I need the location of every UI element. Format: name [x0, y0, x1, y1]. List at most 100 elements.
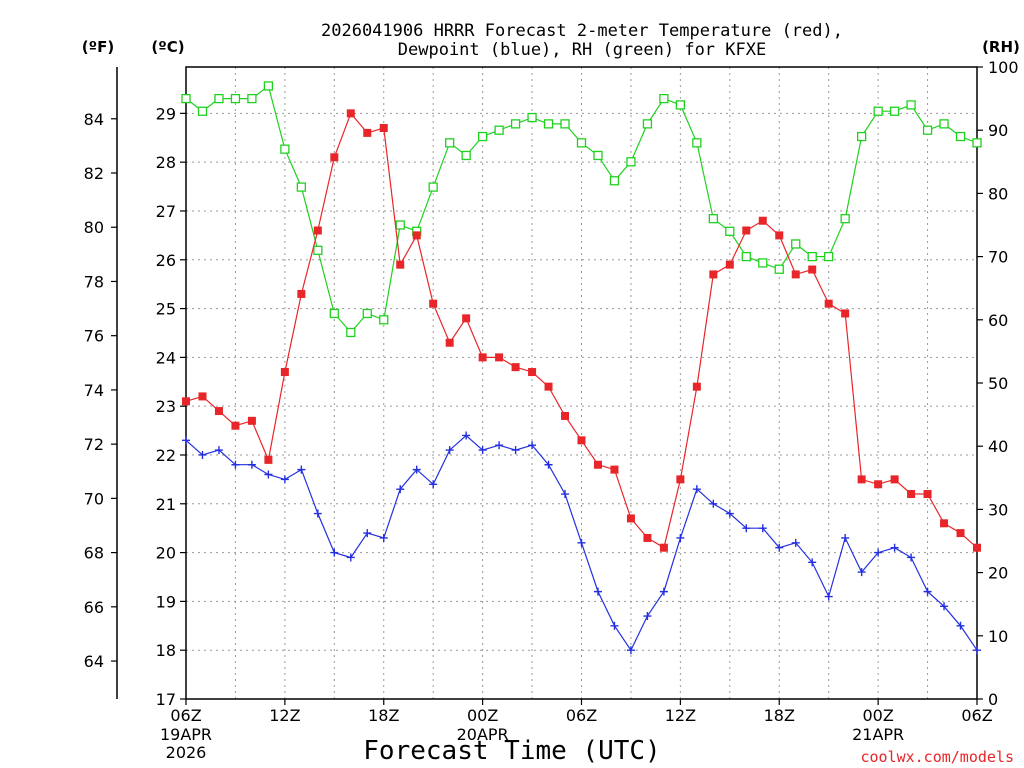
dewpoint-point — [791, 538, 800, 547]
rh-tick-label: 20 — [988, 564, 1008, 583]
temperature-point — [445, 338, 454, 347]
dewpoint-point — [313, 509, 322, 518]
rh-tick-label: 90 — [988, 121, 1008, 140]
temperature-point — [709, 270, 718, 279]
rh-point — [543, 119, 554, 129]
rh-point — [939, 119, 949, 129]
celsius-tick-label: 27 — [156, 202, 176, 221]
dewpoint-point — [923, 587, 932, 596]
rh-point — [576, 138, 587, 148]
dewpoint-point — [264, 470, 273, 479]
fahrenheit-tick-label: 74 — [84, 381, 104, 400]
time-tick-label: 18Z — [764, 706, 795, 725]
rh-point — [774, 264, 784, 274]
temperature-point — [923, 490, 932, 499]
dewpoint-point — [593, 587, 602, 596]
dewpoint-point — [907, 553, 916, 562]
rh-point — [741, 251, 751, 262]
temperature-point — [808, 265, 817, 274]
rh-tick-label: 10 — [988, 627, 1008, 646]
temperature-point — [231, 421, 240, 430]
rh-point — [197, 106, 208, 116]
rh-point — [593, 150, 603, 161]
dewpoint-point — [610, 621, 619, 630]
rh-point — [807, 251, 817, 262]
dewpoint-point — [445, 446, 454, 455]
celsius-tick-label: 21 — [156, 495, 176, 514]
temperature-point — [626, 514, 635, 523]
rh-point — [659, 93, 669, 104]
celsius-tick-label: 17 — [156, 690, 176, 709]
rh-tick-labels: 0 10 20 30 40 50 60 70 80 90 100 — [977, 58, 1019, 709]
dewpoint-point — [841, 533, 850, 542]
fahrenheit-tick-label: 84 — [84, 110, 104, 129]
date-label: 2026 — [166, 743, 207, 762]
temperature-point — [511, 363, 520, 372]
temperature-point — [412, 231, 421, 240]
dewpoint-point — [346, 553, 355, 562]
dewpoint-point — [940, 602, 949, 611]
temperature-series — [182, 109, 981, 552]
time-tick-label: 12Z — [665, 706, 696, 725]
date-label: 20APR — [457, 725, 509, 744]
x-axis-label: Forecast Time (UTC) — [363, 736, 660, 766]
rh-point — [313, 245, 323, 255]
dewpoint-point — [857, 568, 866, 577]
rh-point — [922, 125, 933, 135]
dewpoint-point — [890, 543, 899, 552]
temperature-point — [692, 382, 701, 391]
temperature-point — [725, 260, 734, 269]
rh-tick-label: 0 — [988, 690, 998, 709]
dewpoint-point — [973, 646, 981, 655]
rh-point — [725, 226, 735, 236]
time-tick-label: 00Z — [862, 706, 893, 725]
celsius-tick-labels: 17 18 19 20 21 22 23 24 25 26 27 28 29 — [156, 104, 186, 709]
rh-point — [230, 93, 241, 104]
dewpoint-point — [824, 592, 833, 601]
dewpoint-point — [495, 441, 504, 450]
rh-point — [791, 239, 801, 249]
rh-tick-label: 40 — [988, 437, 1008, 456]
rh-point — [675, 100, 686, 110]
dewpoint-point — [725, 509, 734, 518]
rh-tick-label: 50 — [988, 374, 1008, 393]
dewpoint-point — [231, 460, 240, 469]
temperature-point — [182, 397, 190, 406]
dewpoint-point — [709, 499, 718, 508]
rh-point — [758, 258, 768, 268]
fahrenheit-tick-label: 82 — [84, 164, 104, 183]
time-tick-label: 18Z — [368, 706, 399, 725]
temperature-point — [280, 368, 289, 377]
dewpoint-point — [247, 460, 256, 469]
temperature-point — [379, 124, 388, 133]
temperature-point — [214, 407, 223, 416]
temperature-point — [577, 436, 586, 445]
fahrenheit-tick-label: 64 — [84, 652, 104, 671]
temperature-point — [363, 128, 372, 137]
temperature-point — [429, 299, 438, 308]
rh-point — [329, 308, 339, 319]
temperature-point — [593, 460, 602, 469]
date-label: 21APR — [852, 725, 904, 744]
rh-point — [972, 138, 982, 148]
temperature-point — [758, 216, 767, 225]
dewpoint-point — [462, 431, 471, 440]
fahrenheit-tick-label: 70 — [84, 489, 104, 508]
rh-tick-label: 100 — [988, 58, 1019, 77]
temperature-point — [561, 411, 570, 420]
dewpoint-point — [396, 485, 405, 494]
rh-point — [708, 214, 718, 224]
dewpoint-point — [182, 436, 190, 445]
fahrenheit-axis-label: (ºF) — [82, 38, 114, 56]
temperature-point — [610, 465, 619, 474]
temperature-point — [478, 353, 487, 362]
credit-label: coolwx.com/models — [860, 748, 1014, 766]
celsius-tick-label: 28 — [156, 153, 176, 172]
dewpoint-point — [478, 446, 487, 455]
rh-point — [214, 93, 224, 104]
rh-point — [247, 93, 257, 104]
rh-point — [527, 112, 537, 123]
rh-point — [395, 220, 405, 230]
rh-point — [856, 131, 867, 142]
